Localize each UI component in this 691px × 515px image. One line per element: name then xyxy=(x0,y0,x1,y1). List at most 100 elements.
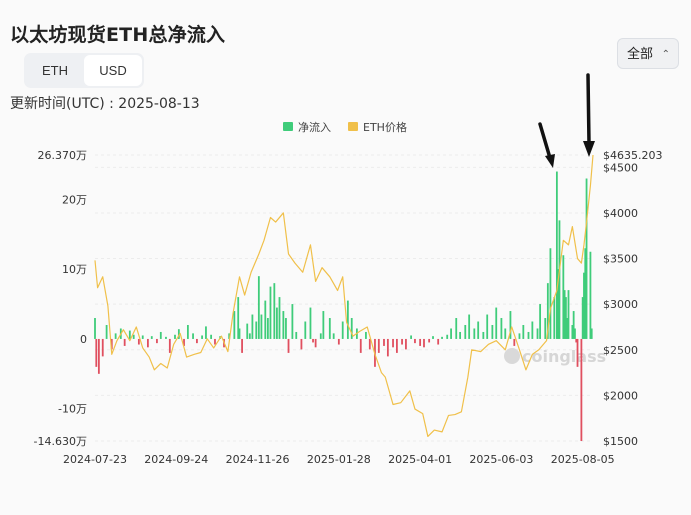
inflow-bar xyxy=(583,272,585,339)
inflow-bar xyxy=(147,338,149,348)
inflow-bar xyxy=(300,338,303,350)
x-axis-tick-label: 2025-04-01 xyxy=(388,453,452,466)
inflow-bar xyxy=(572,311,575,339)
x-axis-tick-label: 2024-07-23 xyxy=(63,453,127,466)
inflow-bar xyxy=(546,283,549,339)
updated-timestamp: 更新时间(UTC) : 2025-08-13 xyxy=(10,96,200,112)
inflow-bar xyxy=(273,283,276,339)
inflow-bar xyxy=(94,318,96,339)
x-axis-tick-label: 2025-01-28 xyxy=(307,453,371,466)
right-axis-tick-label: $4000 xyxy=(603,207,638,220)
inflow-bar xyxy=(346,300,349,339)
inflow-bar xyxy=(276,307,278,339)
inflow-bar xyxy=(295,331,298,339)
inflow-bar xyxy=(285,318,287,339)
inflow-bar xyxy=(396,338,398,353)
right-axis-tick-label: $3500 xyxy=(603,253,638,266)
inflow-bar xyxy=(574,328,576,339)
inflow-bar xyxy=(455,318,458,339)
left-axis-tick-label: -10万 xyxy=(58,403,87,416)
inflow-bar xyxy=(377,338,380,353)
inflow-bar xyxy=(174,334,176,339)
inflow-bar xyxy=(341,321,344,339)
x-axis-tick-label: 2024-09-24 xyxy=(144,453,208,466)
inflow-bar xyxy=(241,338,243,353)
inflow-bar xyxy=(304,321,307,339)
unit-option-eth[interactable]: ETH xyxy=(42,63,68,78)
right-axis-tick-label: $1500 xyxy=(603,435,638,448)
inflow-bar xyxy=(205,326,207,339)
inflow-bar xyxy=(513,338,516,346)
unit-option-usd[interactable]: USD xyxy=(84,55,142,86)
x-axis-tick-label: 2025-06-03 xyxy=(469,453,533,466)
inflow-bar xyxy=(278,297,281,339)
legend-label-inflow[interactable]: 净流入 xyxy=(298,120,331,134)
inflow-bar xyxy=(186,325,189,339)
inflow-bar xyxy=(477,321,480,339)
inflow-bar xyxy=(156,338,158,344)
inflow-bar xyxy=(473,328,476,339)
price-line-group xyxy=(94,154,594,438)
inflow-bar xyxy=(332,333,335,339)
inflow-bar xyxy=(567,290,570,339)
inflow-bar xyxy=(114,333,117,339)
inflow-bar xyxy=(486,314,489,339)
left-axis-tick-label: 20万 xyxy=(62,193,87,206)
inflow-bar xyxy=(589,251,592,339)
inflow-bar xyxy=(177,329,180,339)
inflow-bar xyxy=(491,325,494,339)
time-range-select[interactable]: 全部 ⌃ xyxy=(617,38,679,69)
right-axis-tick-label: $4635.203 xyxy=(603,149,663,162)
inflow-bar xyxy=(309,307,312,339)
inflow-bar xyxy=(123,338,126,346)
inflow-bar xyxy=(368,338,371,350)
inflow-bar xyxy=(495,307,498,339)
inflow-bar xyxy=(255,321,258,339)
inflow-bar xyxy=(410,335,412,339)
inflow-bar xyxy=(580,338,583,441)
legend-label-price[interactable]: ETH价格 xyxy=(363,120,407,134)
inflow-bar xyxy=(392,338,394,348)
inflow-bar xyxy=(251,314,254,339)
inflow-bar xyxy=(428,338,431,343)
inflow-bar xyxy=(337,338,340,345)
legend-swatch-price[interactable] xyxy=(348,122,358,131)
inflow-bar xyxy=(536,328,539,339)
inflow-bar xyxy=(575,338,578,343)
inflow-bar xyxy=(423,338,425,348)
inflow-bar xyxy=(210,334,213,339)
legend: 净流入 ETH价格 xyxy=(283,120,407,134)
inflow-bar xyxy=(168,338,171,353)
inflow-bar xyxy=(585,178,588,339)
inflow-bar xyxy=(192,333,194,339)
inflow-bar xyxy=(386,338,389,357)
inflow-bar xyxy=(159,331,162,339)
inflow-bar xyxy=(257,276,260,339)
legend-swatch-inflow[interactable] xyxy=(283,122,293,131)
arrow-annotation-2 xyxy=(583,73,595,157)
inflow-bar xyxy=(266,318,269,339)
inflow-bar xyxy=(350,318,353,339)
inflow-bar xyxy=(201,335,203,339)
inflow-bar xyxy=(450,328,452,339)
inflow-bar xyxy=(214,338,216,345)
inflow-bar xyxy=(563,290,566,339)
left-axis-tick-label: -14.630万 xyxy=(34,435,87,448)
right-axis-tick-label: $2000 xyxy=(603,389,638,402)
inflow-bar xyxy=(183,338,185,346)
inflow-bar xyxy=(101,338,104,357)
inflow-bar xyxy=(150,336,153,339)
watermark-text: coinglass xyxy=(522,347,606,366)
left-axis-tick-label: 10万 xyxy=(62,263,87,276)
inflow-bar xyxy=(527,331,530,339)
inflow-bar xyxy=(581,297,584,339)
inflow-bar xyxy=(584,248,587,339)
inflow-bar xyxy=(312,338,314,343)
watermark: coinglass xyxy=(504,347,606,366)
inflow-bar xyxy=(248,333,251,339)
inflow-bar xyxy=(383,338,385,346)
left-axis-tick-label: 0 xyxy=(80,333,87,346)
x-axis-tick-label: 2025-08-05 xyxy=(551,453,615,466)
inflow-bar xyxy=(419,338,422,346)
